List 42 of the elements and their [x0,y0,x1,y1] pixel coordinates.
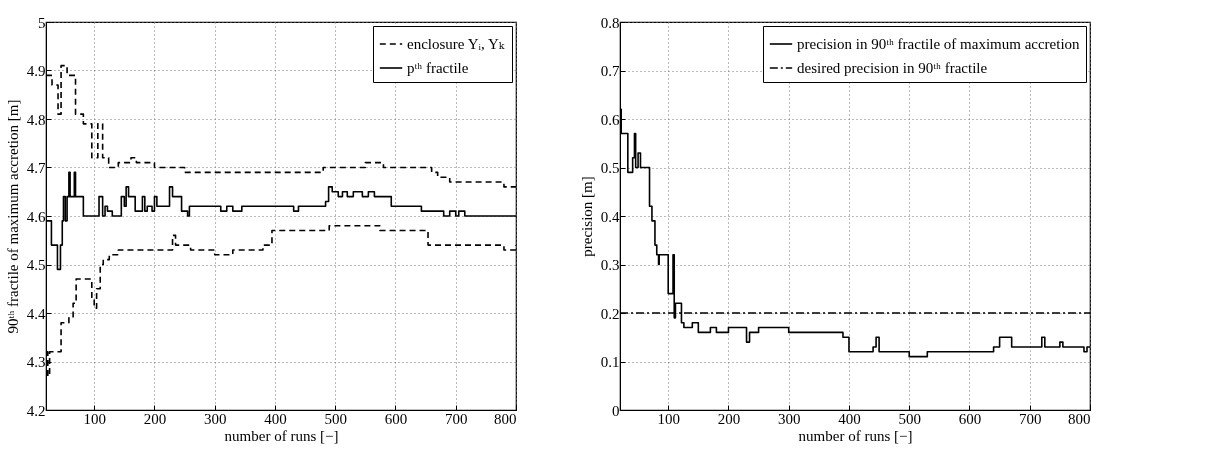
y-tick-label: 4.5 [26,257,46,273]
legend-label: enclosure Yᵢ, Yₖ [407,36,505,52]
x-tick-label: 200 [717,410,741,427]
y-tick-label: 0 [612,402,620,419]
x-tick-label: 800 [1068,410,1091,427]
y-tick-label: 5 [38,14,46,31]
y-tick-label: 0.1 [600,354,620,370]
legend-label: pᵗʰ fractile [407,60,469,76]
x-axis-title: number of runs [−] [798,427,913,444]
y-tick-label: 4.2 [26,402,46,419]
y-tick-label: 4.7 [26,160,46,176]
y-tick-label: 4.4 [26,305,46,322]
x-tick-label: 400 [838,410,861,427]
y-tick-label: 0.2 [600,305,620,322]
x-tick-label: 100 [657,410,680,427]
x-tick-label: 400 [264,410,287,427]
y-axis-title: precision [m] [578,176,595,257]
y-tick-label: 0.4 [600,208,620,225]
x-tick-label: 200 [143,410,167,427]
y-tick-label: 4.3 [26,354,46,370]
x-tick-label: 500 [898,410,921,427]
x-tick-label: 600 [384,410,408,427]
y-tick-label: 0.3 [600,257,620,273]
legend-label: desired precision in 90ᵗʰ fractile [797,60,988,76]
y-tick-label: 0.8 [600,14,620,31]
x-tick-label: 800 [494,410,517,427]
x-tick-label: 300 [203,410,227,427]
y-tick-label: 4.6 [26,208,46,225]
y-tick-label: 0.5 [600,160,620,176]
x-tick-label: 700 [444,410,468,427]
x-tick-label: 600 [958,410,982,427]
x-axis-title: number of runs [−] [224,427,339,444]
y-tick-label: 0.7 [600,63,620,79]
x-tick-label: 300 [777,410,801,427]
y-tick-label: 4.9 [26,63,46,79]
legend-label: precision in 90ᵗʰ fractile of maximum accretion [797,36,1081,52]
y-tick-label: 4.8 [26,111,46,128]
x-tick-label: 700 [1018,410,1042,427]
x-tick-label: 500 [324,410,347,427]
y-axis-title: 90ᵗʰ fractile of maximum accretion [m] [4,99,21,334]
y-tick-label: 0.6 [600,111,620,128]
x-tick-label: 100 [83,410,106,427]
